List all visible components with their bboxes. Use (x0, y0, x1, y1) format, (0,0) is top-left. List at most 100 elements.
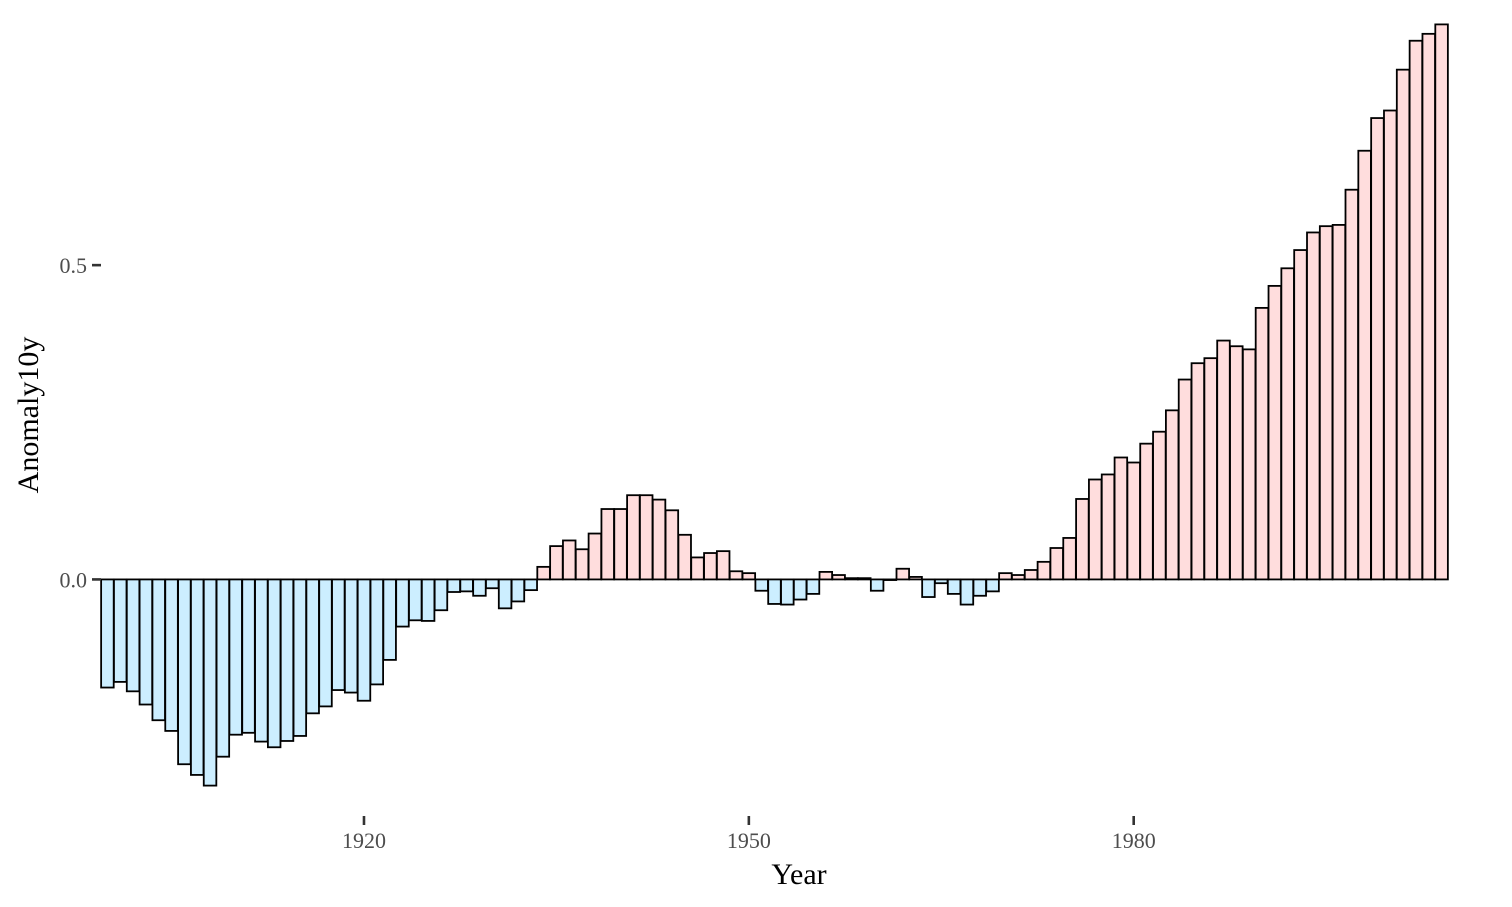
bar-1955 (805, 578, 821, 595)
bar-1949 (728, 570, 744, 581)
bar-1948 (716, 550, 731, 581)
bar-2004 (1434, 23, 1449, 581)
bar-1951 (754, 578, 769, 592)
bar-1945 (677, 533, 692, 581)
bar-1961 (882, 578, 898, 581)
x-tick-label: 1950 (727, 828, 771, 853)
bar-1980 (1126, 461, 1141, 581)
y-axis: 0.0 0.5 (60, 253, 101, 592)
bar-1900 (100, 578, 115, 689)
bar-1976 (1075, 498, 1090, 581)
bar-1964 (921, 578, 936, 598)
bar-1928 (459, 578, 474, 593)
bar-1939 (600, 508, 615, 581)
bar-2002 (1408, 39, 1424, 581)
bar-1988 (1229, 345, 1244, 581)
bar-1922 (382, 578, 397, 661)
bar-1963 (908, 576, 923, 581)
bar-1997 (1344, 188, 1359, 581)
y-tick-label: 0.0 (60, 567, 88, 592)
bar-1915 (292, 578, 308, 737)
bar-1926 (433, 578, 449, 612)
y-tick-label: 0.5 (60, 253, 88, 278)
bar-1901 (113, 578, 128, 683)
x-axis-title: Year (771, 858, 826, 891)
bar-1991 (1267, 284, 1283, 581)
bar-2001 (1395, 68, 1411, 581)
bar-1957 (831, 574, 846, 581)
bar-1971 (1011, 574, 1026, 581)
bar-1905 (164, 578, 179, 732)
bar-2003 (1421, 32, 1436, 581)
y-axis-title: Anomaly10y (12, 337, 45, 494)
bar-1978 (1100, 473, 1116, 581)
bar-1987 (1216, 339, 1231, 581)
bar-1959 (857, 577, 872, 581)
bar-1918 (331, 578, 346, 691)
bar-1966 (946, 578, 962, 595)
bar-1938 (587, 532, 603, 581)
bar-1953 (780, 578, 795, 606)
bar-1929 (472, 578, 487, 597)
bar-1986 (1203, 357, 1218, 581)
bar-1917 (318, 578, 333, 708)
bar-1952 (767, 578, 782, 605)
bars (100, 23, 1449, 787)
bar-1946 (690, 556, 705, 581)
bar-1998 (1357, 149, 1372, 581)
bar-1927 (446, 578, 461, 593)
bar-1930 (485, 578, 500, 590)
bar-1990 (1254, 306, 1270, 581)
bar-1947 (703, 552, 718, 581)
bar-1968 (972, 578, 987, 597)
bar-1935 (549, 545, 564, 581)
bar-1911 (241, 578, 256, 734)
bar-1972 (1023, 569, 1039, 581)
bar-1984 (1177, 378, 1193, 581)
bar-1944 (664, 509, 680, 581)
bar-1993 (1293, 249, 1308, 581)
bar-1994 (1306, 231, 1321, 581)
bar-1903 (138, 578, 154, 706)
bar-1907 (190, 578, 205, 776)
bar-1943 (651, 498, 667, 581)
bar-1970 (998, 572, 1013, 581)
bar-1914 (279, 578, 295, 742)
bar-1941 (626, 494, 641, 581)
bar-1931 (497, 578, 513, 610)
bar-1989 (1241, 348, 1257, 581)
bar-1910 (228, 578, 243, 736)
bar-1902 (125, 578, 141, 693)
bar-1933 (523, 578, 538, 592)
bar-1906 (177, 578, 192, 766)
bar-1924 (408, 578, 423, 622)
bar-1956 (818, 570, 834, 581)
bar-1934 (536, 565, 551, 581)
bar-1962 (895, 567, 910, 581)
bar-1913 (266, 578, 282, 749)
bar-1908 (202, 578, 218, 787)
bar-1996 (1331, 224, 1347, 581)
bar-1932 (510, 578, 526, 603)
bar-1937 (574, 548, 590, 581)
bar-1954 (792, 578, 808, 601)
bar-1969 (985, 578, 1000, 593)
x-tick-label: 1980 (1112, 828, 1156, 853)
bar-1985 (1190, 362, 1206, 581)
bar-1965 (934, 578, 949, 585)
bar-1950 (741, 572, 757, 581)
bar-1967 (959, 578, 975, 606)
bar-1942 (639, 494, 654, 581)
bar-1982 (1152, 430, 1167, 581)
bar-1912 (254, 578, 269, 743)
bar-1975 (1062, 537, 1077, 581)
bar-1920 (356, 578, 372, 702)
bar-1904 (151, 578, 166, 722)
x-tick-label: 1920 (342, 828, 386, 853)
bar-1973 (1036, 560, 1052, 581)
bar-1983 (1165, 409, 1180, 581)
bar-1921 (369, 578, 384, 686)
bar-1979 (1113, 456, 1129, 581)
